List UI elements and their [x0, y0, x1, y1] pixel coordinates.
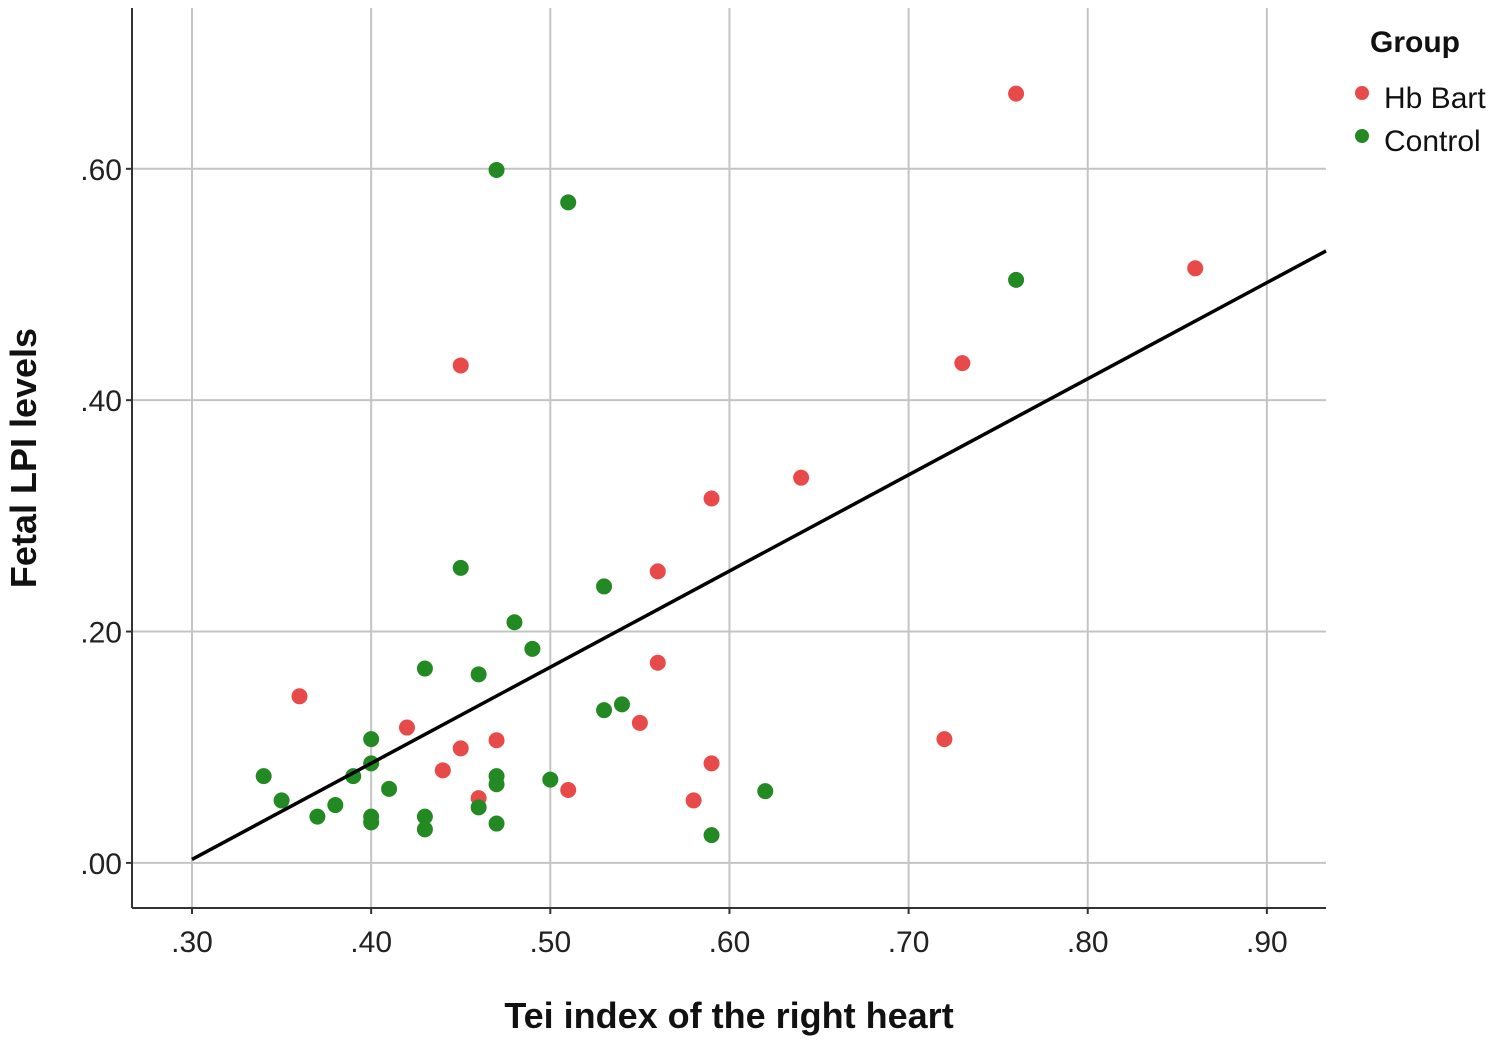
point-control	[757, 783, 774, 800]
y-tick-label: .60	[80, 154, 122, 187]
point-hb-bart	[1008, 85, 1025, 102]
point-control	[327, 797, 344, 814]
point-hb-bart	[434, 762, 451, 779]
regression-line	[191, 249, 1327, 861]
point-hb-bart	[560, 782, 577, 799]
point-hb-bart	[649, 654, 666, 671]
legend-label-control: Control	[1384, 125, 1481, 158]
point-control	[703, 827, 720, 844]
x-tick-label: .50	[529, 926, 571, 959]
x-tick-label: .70	[888, 926, 930, 959]
x-tick-label: .40	[350, 926, 392, 959]
point-hb-bart	[936, 731, 953, 748]
point-control	[363, 731, 380, 748]
x-tick-label: .60	[709, 926, 751, 959]
point-control	[613, 696, 630, 713]
point-control	[596, 578, 613, 595]
point-control	[381, 780, 398, 797]
point-control	[488, 776, 505, 793]
data-points	[255, 85, 1204, 844]
x-tick-label: .30	[171, 926, 213, 959]
point-control	[309, 808, 326, 825]
point-control	[273, 792, 290, 809]
point-hb-bart	[291, 688, 308, 705]
legend: Group Hb Bart Control	[1355, 26, 1486, 158]
y-tick-label: .20	[80, 617, 122, 650]
point-control	[416, 808, 433, 825]
point-hb-bart	[631, 714, 648, 731]
point-control	[452, 559, 469, 576]
point-control	[1008, 271, 1025, 288]
point-hb-bart	[685, 792, 702, 809]
point-hb-bart	[488, 732, 505, 749]
point-hb-bart	[703, 755, 720, 772]
y-tick-label: .00	[80, 848, 122, 881]
point-hb-bart	[398, 719, 415, 736]
point-hb-bart	[649, 563, 666, 580]
point-control	[470, 799, 487, 816]
point-hb-bart	[793, 469, 810, 486]
legend-marker-hb-bart	[1355, 86, 1369, 100]
point-hb-bart	[954, 355, 971, 372]
y-tick-labels: .00 .20 .40 .60	[80, 154, 132, 881]
point-hb-bart	[452, 740, 469, 757]
y-axis-label: Fetal LPI levels	[3, 328, 44, 588]
point-control	[416, 821, 433, 838]
point-control	[416, 660, 433, 677]
x-tick-labels: .30 .40 .50 .60 .70 .80 .90	[171, 908, 1288, 959]
legend-title: Group	[1370, 26, 1460, 59]
x-tick-label: .90	[1246, 926, 1288, 959]
x-axis-label: Tei index of the right heart	[504, 995, 953, 1036]
point-control	[488, 815, 505, 832]
point-hb-bart	[1187, 260, 1204, 277]
point-control	[363, 814, 380, 831]
grid	[132, 8, 1326, 908]
point-control	[596, 702, 613, 719]
point-hb-bart	[452, 357, 469, 374]
point-control	[506, 614, 523, 631]
x-tick-label: .80	[1067, 926, 1109, 959]
point-control	[542, 771, 559, 788]
point-hb-bart	[703, 490, 720, 507]
point-control	[255, 768, 272, 785]
point-control	[488, 161, 505, 178]
point-control	[524, 640, 541, 657]
legend-marker-control	[1355, 129, 1369, 143]
legend-label-hb-bart: Hb Bart	[1384, 82, 1486, 115]
point-control	[470, 666, 487, 683]
y-tick-label: .40	[80, 385, 122, 418]
point-control	[560, 194, 577, 211]
